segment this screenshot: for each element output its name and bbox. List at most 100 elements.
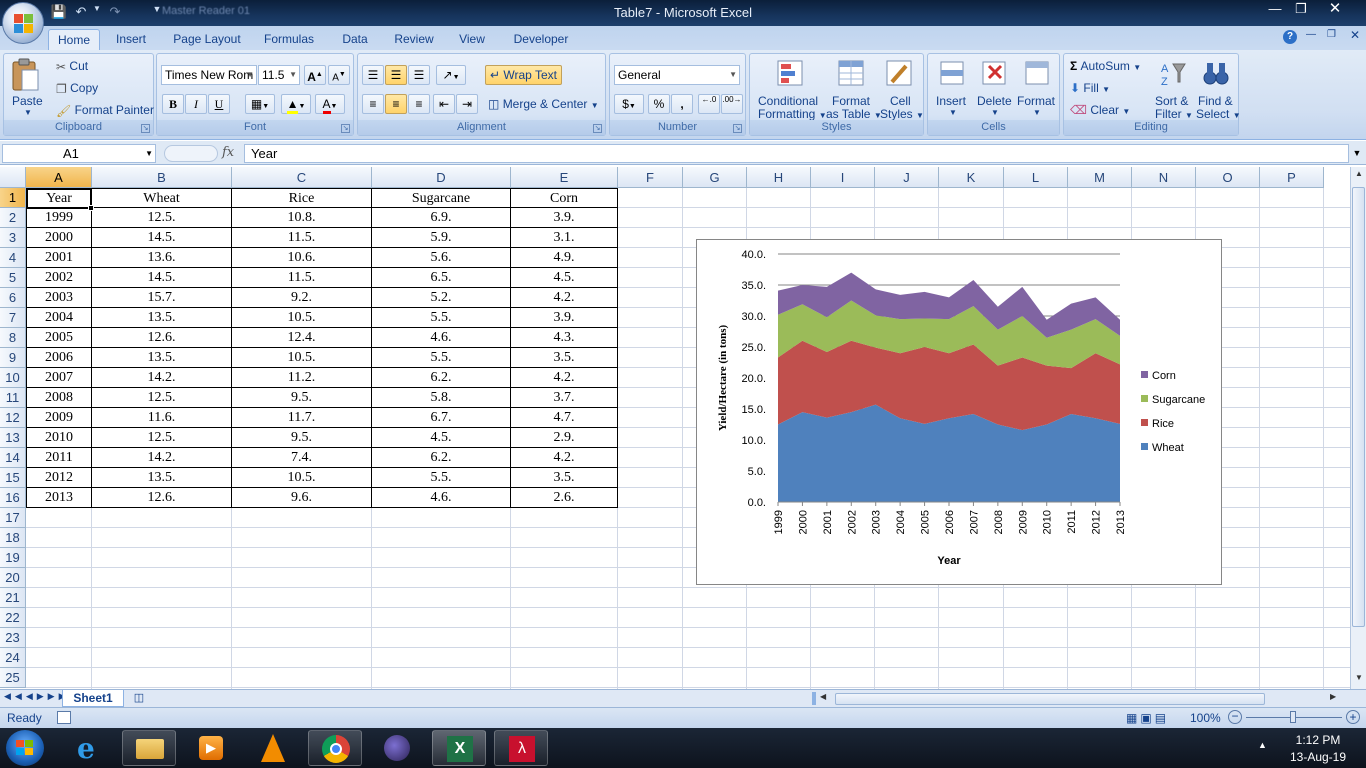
table-cell[interactable]: 10.8. (232, 208, 372, 228)
save-icon[interactable]: 💾 (50, 4, 68, 19)
table-cell[interactable]: 2.6. (511, 488, 618, 508)
tab-data[interactable]: Data (342, 32, 368, 46)
table-cell[interactable]: 4.6. (372, 488, 511, 508)
table-cell[interactable]: 10.5. (232, 308, 372, 328)
table-cell[interactable]: 12.5. (92, 428, 232, 448)
row-header[interactable]: 11 (0, 388, 26, 408)
table-cell[interactable]: 11.5. (232, 228, 372, 248)
table-cell[interactable]: 4.9. (511, 248, 618, 268)
table-cell[interactable]: 4.2. (511, 448, 618, 468)
column-header-j[interactable]: J (875, 167, 939, 188)
table-cell[interactable]: 5.8. (372, 388, 511, 408)
row-header[interactable]: 23 (0, 628, 26, 648)
row-header[interactable]: 14 (0, 448, 26, 468)
row-header[interactable]: 6 (0, 288, 26, 308)
column-header-k[interactable]: K (939, 167, 1004, 188)
table-cell[interactable]: 3.5. (511, 468, 618, 488)
name-box[interactable]: A1 ▼ (2, 144, 156, 163)
column-header-m[interactable]: M (1068, 167, 1132, 188)
help-icon[interactable]: ? (1283, 30, 1297, 44)
scroll-left-icon[interactable]: ◀ (820, 692, 827, 701)
undo-icon[interactable]: ↶ (75, 4, 87, 19)
sheet-nav-arrows-icon[interactable]: ◀◀◀▶▶▶ (4, 691, 70, 701)
table-cell[interactable]: 13.6. (92, 248, 232, 268)
table-cell[interactable]: 6.5. (372, 268, 511, 288)
table-header-cell[interactable]: Wheat (92, 188, 232, 208)
table-cell[interactable]: 11.6. (92, 408, 232, 428)
zoom-slider-thumb[interactable] (1290, 711, 1296, 723)
table-cell[interactable]: 13.5. (92, 308, 232, 328)
table-cell[interactable]: 5.9. (372, 228, 511, 248)
column-header-c[interactable]: C (232, 167, 372, 188)
table-cell[interactable]: 12.4. (232, 328, 372, 348)
table-cell[interactable]: 12.6. (92, 488, 232, 508)
table-cell[interactable]: 6.2. (372, 368, 511, 388)
row-header[interactable]: 22 (0, 608, 26, 628)
vertical-scrollbar[interactable]: ▲ ▼ (1350, 167, 1366, 689)
table-cell[interactable]: 5.5. (372, 348, 511, 368)
taskbar-media-player[interactable]: ▶ (184, 730, 238, 766)
customize-toolbar-icon[interactable]: ▼ (152, 4, 162, 14)
table-cell[interactable]: 3.9. (511, 208, 618, 228)
fill-button[interactable]: ⬇ Fill ▼ (1070, 81, 1110, 95)
align-center-button[interactable]: ≡ (385, 94, 407, 114)
table-cell[interactable]: 2013 (26, 488, 92, 508)
row-header[interactable]: 8 (0, 328, 26, 348)
table-cell[interactable]: 14.2. (92, 448, 232, 468)
table-cell[interactable]: 3.7. (511, 388, 618, 408)
row-header[interactable]: 5 (0, 268, 26, 288)
fill-handle[interactable] (88, 205, 94, 211)
conditional-formatting-button[interactable]: Conditional Formatting ▼ (755, 58, 827, 121)
table-cell[interactable]: 12.5. (92, 388, 232, 408)
row-header[interactable]: 18 (0, 528, 26, 548)
table-cell[interactable]: 2011 (26, 448, 92, 468)
grow-font-button[interactable]: A▲ (304, 65, 326, 85)
office-button[interactable] (2, 2, 44, 44)
table-cell[interactable]: 9.6. (232, 488, 372, 508)
row-header[interactable]: 1 (0, 188, 26, 208)
taskbar-excel[interactable]: X (432, 730, 486, 766)
table-cell[interactable]: 2000 (26, 228, 92, 248)
column-header-e[interactable]: E (511, 167, 618, 188)
table-cell[interactable]: 9.5. (232, 388, 372, 408)
table-cell[interactable]: 6.7. (372, 408, 511, 428)
font-name-combo[interactable]: Times New Rom ▼ (161, 65, 257, 85)
taskbar-eclipse[interactable] (370, 730, 424, 766)
font-size-combo[interactable]: 11.5 ▼ (258, 65, 300, 85)
table-cell[interactable]: 2005 (26, 328, 92, 348)
formula-expand-handle[interactable] (164, 145, 218, 162)
row-header[interactable]: 13 (0, 428, 26, 448)
table-cell[interactable]: 2006 (26, 348, 92, 368)
row-header[interactable]: 17 (0, 508, 26, 528)
decrease-indent-button[interactable]: ⇤ (433, 94, 455, 114)
taskbar-vlc[interactable] (246, 730, 300, 766)
tab-insert[interactable]: Insert (115, 32, 146, 46)
fill-color-button[interactable]: ▲▼ (281, 94, 311, 114)
table-cell[interactable]: 4.5. (511, 268, 618, 288)
table-cell[interactable]: 11.5. (232, 268, 372, 288)
table-cell[interactable]: 9.5. (232, 428, 372, 448)
undo-dropdown-icon[interactable]: ▼ (93, 4, 101, 13)
tab-split-handle[interactable] (812, 692, 816, 705)
page-layout-view-icon[interactable]: ▣ (1140, 711, 1155, 725)
column-header-i[interactable]: I (811, 167, 875, 188)
table-cell[interactable]: 11.2. (232, 368, 372, 388)
table-cell[interactable]: 3.1. (511, 228, 618, 248)
align-top-button[interactable]: ☰ (362, 65, 384, 85)
table-cell[interactable]: 4.2. (511, 368, 618, 388)
column-header-h[interactable]: H (747, 167, 811, 188)
row-header[interactable]: 19 (0, 548, 26, 568)
macro-record-icon[interactable] (57, 711, 71, 724)
table-cell[interactable]: 15.7. (92, 288, 232, 308)
row-header[interactable]: 3 (0, 228, 26, 248)
font-launcher-icon[interactable]: ↘ (341, 124, 350, 133)
column-header-g[interactable]: G (683, 167, 747, 188)
copy-button[interactable]: ❐ Copy (56, 81, 98, 96)
tab-home[interactable]: Home (48, 29, 100, 50)
clear-button[interactable]: ⌫ Clear ▼ (1070, 103, 1131, 117)
close-icon[interactable]: ✕ (1328, 0, 1342, 17)
zoom-in-icon[interactable]: + (1346, 710, 1360, 724)
table-cell[interactable]: 3.9. (511, 308, 618, 328)
